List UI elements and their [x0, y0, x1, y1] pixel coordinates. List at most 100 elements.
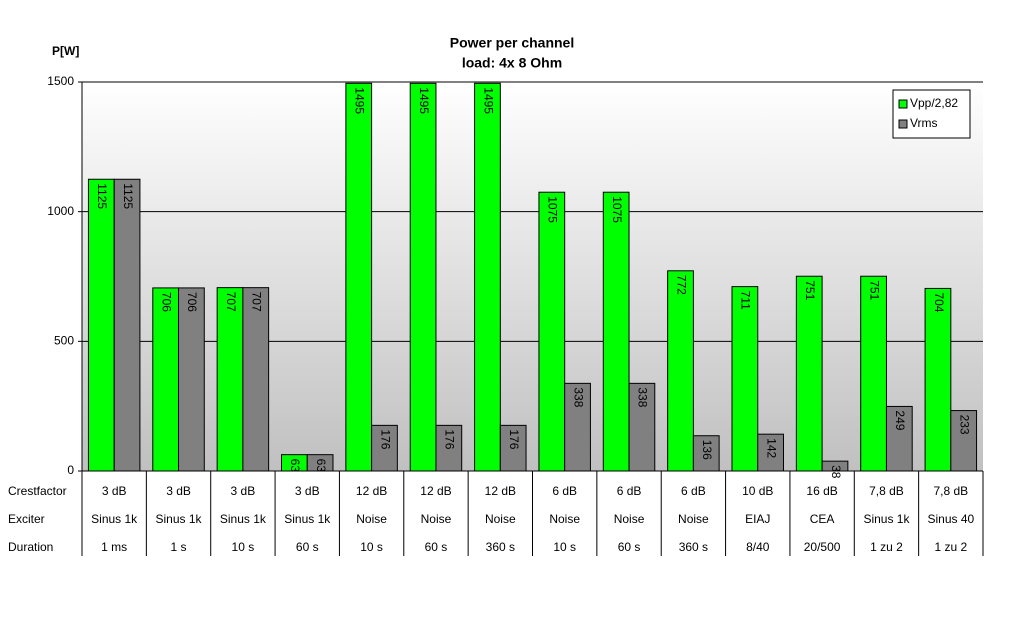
- data-label: 1075: [546, 196, 560, 223]
- x-tick-label: 8/40: [746, 540, 770, 554]
- y-tick-label: 1000: [47, 204, 74, 218]
- legend-label: Vrms: [910, 116, 938, 130]
- data-label: 707: [250, 292, 264, 312]
- x-tick-label: 12 dB: [485, 484, 516, 498]
- x-tick-label: 1 zu 2: [934, 540, 967, 554]
- x-tick-label: Noise: [356, 512, 387, 526]
- x-tick-label: 7,8 dB: [869, 484, 904, 498]
- category-level-label: Duration: [8, 540, 53, 554]
- data-label: 1075: [610, 196, 624, 223]
- bar: [950, 410, 978, 472]
- bar: [795, 275, 823, 472]
- data-label: 338: [636, 387, 650, 407]
- data-label: 338: [571, 387, 585, 407]
- x-tick-label: 1 s: [171, 540, 187, 554]
- bar: [409, 82, 437, 472]
- bar: [731, 286, 759, 472]
- x-tick-label: 3 dB: [166, 484, 191, 498]
- x-tick-label: 12 dB: [420, 484, 451, 498]
- bar: [924, 287, 952, 472]
- x-tick-label: 360 s: [679, 540, 708, 554]
- data-label: 707: [224, 292, 238, 312]
- x-tick-label: Sinus 1k: [863, 512, 910, 526]
- x-tick-label: 10 s: [360, 540, 383, 554]
- x-tick-label: 3 dB: [231, 484, 256, 498]
- x-tick-label: EIAJ: [745, 512, 770, 526]
- data-label: 63: [314, 459, 328, 473]
- x-tick-label: CEA: [810, 512, 835, 526]
- data-label: 176: [443, 429, 457, 449]
- bar: [885, 405, 913, 472]
- data-label: 1125: [95, 183, 109, 209]
- y-tick-label: 0: [67, 463, 74, 477]
- x-tick-label: Sinus 1k: [284, 512, 331, 526]
- bar: [178, 287, 205, 472]
- x-tick-label: 60 s: [296, 540, 319, 554]
- bar: [474, 82, 501, 472]
- bar: [242, 287, 270, 472]
- x-tick-label: 6 dB: [552, 484, 577, 498]
- legend-swatch: [898, 99, 908, 109]
- x-tick-label: 6 dB: [681, 484, 706, 498]
- x-tick-label: 1 ms: [101, 540, 127, 554]
- legend-label: Vpp/2,82: [910, 96, 958, 110]
- x-tick-label: 20/500: [804, 540, 841, 554]
- x-tick-label: Sinus 1k: [156, 512, 203, 526]
- x-tick-label: 16 dB: [806, 484, 837, 498]
- y-tick-label: 1500: [47, 74, 74, 88]
- data-label: 706: [159, 292, 173, 312]
- category-level-label: Exciter: [8, 512, 45, 526]
- x-tick-label: 360 s: [486, 540, 515, 554]
- data-label: 751: [867, 280, 881, 300]
- x-tick-label: Noise: [485, 512, 516, 526]
- bar: [667, 270, 694, 472]
- x-tick-label: 60 s: [618, 540, 641, 554]
- data-label: 1495: [481, 87, 495, 114]
- bar: [435, 424, 463, 472]
- x-tick-label: 6 dB: [617, 484, 642, 498]
- bar: [152, 287, 180, 472]
- bar: [602, 191, 630, 472]
- data-label: 176: [378, 429, 392, 449]
- data-label: 63: [288, 459, 302, 473]
- category-level-label: Crestfactor: [8, 484, 67, 498]
- data-label: 1495: [417, 87, 431, 114]
- data-label: 142: [764, 438, 778, 458]
- data-label: 1125: [121, 183, 135, 209]
- y-axis-label: P[W]: [52, 44, 79, 58]
- data-label: 233: [958, 415, 972, 435]
- bar: [538, 191, 566, 472]
- data-label: 711: [739, 291, 753, 310]
- x-tick-label: 3 dB: [102, 484, 127, 498]
- bar: [371, 424, 398, 472]
- legend-box: [892, 89, 971, 139]
- data-label: 706: [185, 292, 199, 312]
- x-tick-label: 10 s: [553, 540, 576, 554]
- bar: [87, 178, 115, 472]
- y-tick-label: 500: [54, 334, 74, 348]
- x-tick-label: Sinus 1k: [220, 512, 267, 526]
- bar: [345, 82, 373, 472]
- x-tick-label: 10 dB: [742, 484, 773, 498]
- x-tick-label: 1 zu 2: [870, 540, 903, 554]
- data-label: 38: [829, 465, 843, 479]
- x-tick-label: 12 dB: [356, 484, 387, 498]
- x-tick-label: Sinus 40: [927, 512, 974, 526]
- bar: [628, 382, 656, 472]
- x-tick-label: 3 dB: [295, 484, 320, 498]
- data-label: 1495: [353, 87, 367, 114]
- x-tick-label: 7,8 dB: [933, 484, 968, 498]
- x-tick-label: Noise: [421, 512, 452, 526]
- bar: [692, 435, 720, 472]
- bar: [564, 382, 591, 472]
- x-tick-label: Noise: [614, 512, 645, 526]
- x-tick-label: 10 s: [232, 540, 255, 554]
- data-label: 136: [700, 440, 714, 460]
- legend-swatch: [898, 119, 908, 129]
- data-label: 772: [674, 275, 688, 295]
- chart-title: Power per channel: [450, 35, 574, 51]
- x-tick-label: Noise: [549, 512, 580, 526]
- data-label: 704: [932, 292, 946, 312]
- chart-subtitle: load: 4x 8 Ohm: [462, 55, 562, 71]
